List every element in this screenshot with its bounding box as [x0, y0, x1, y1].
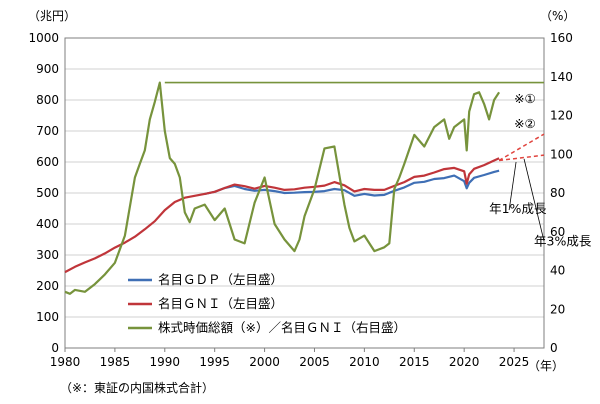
left-tick-label: 900 [36, 62, 59, 76]
market-cap-ratio-series-line [64, 81, 501, 295]
x-tick-label: 1985 [100, 355, 131, 369]
left-tick-label: 0 [51, 341, 59, 355]
annotation-label: 年1%成長 [489, 201, 547, 216]
right-tick-label: 100 [550, 147, 573, 161]
right-tick-label: 60 [550, 225, 565, 239]
footnote: （※：東証の内国株式合計） [60, 380, 214, 395]
annotation-label: ※② [514, 116, 536, 131]
right-tick-label: 160 [550, 31, 573, 45]
annotation-label: ※① [514, 91, 536, 106]
right-tick-label: 40 [550, 264, 565, 278]
annotation-pointer [508, 161, 517, 211]
x-axis-unit-label: （年） [528, 359, 564, 373]
plot-area-frame [64, 37, 545, 349]
projection-1pct-line [499, 154, 545, 162]
right-axis-unit-label: （%） [540, 9, 575, 23]
right-tick-label: 0 [550, 341, 558, 355]
x-tick-label: 2005 [299, 355, 330, 369]
legend: 名目ＧＤＰ（左目盛） 名目ＧＮＩ（左目盛） 株式時価総額（※）／名目ＧＮＩ（右目盛） [128, 272, 406, 335]
annotation-pointer [523, 158, 545, 242]
x-tick-label: 2000 [249, 355, 280, 369]
x-tick-label: 2020 [449, 355, 480, 369]
projection-3pct-line [498, 133, 545, 162]
left-tick-label: 500 [36, 186, 59, 200]
legend-label: 名目ＧＮＩ（左目盛） [158, 296, 283, 311]
left-tick-label: 100 [36, 310, 59, 324]
series-layer [64, 81, 545, 295]
right-tick-label: 80 [550, 186, 565, 200]
axes-layer: 0 100 200 300 400 500 600 700 800 900 1000 0 20 40 60 8… [28, 31, 572, 369]
right-tick-label: 140 [550, 70, 573, 84]
x-tick-label: 1995 [199, 355, 230, 369]
left-tick-label: 400 [36, 217, 59, 231]
annotation-label: 年3%成長 [534, 234, 592, 249]
x-tick-label: 2025 [499, 355, 530, 369]
left-tick-label: 1000 [28, 31, 59, 45]
gdp-series-line [204, 169, 500, 197]
left-tick-label: 300 [36, 248, 59, 262]
x-tick-label: 2015 [399, 355, 430, 369]
left-tick-label: 200 [36, 279, 59, 293]
x-tick-label: 1980 [50, 355, 81, 369]
left-tick-label: 600 [36, 155, 59, 169]
gni-series-line [64, 157, 500, 274]
legend-label: 名目ＧＤＰ（左目盛） [158, 272, 283, 287]
right-tick-label: 120 [550, 109, 573, 123]
right-tick-label: 20 [550, 302, 565, 316]
x-tick-label: 2010 [349, 355, 380, 369]
left-axis-unit-label: （兆円） [28, 9, 76, 23]
x-tick-label: 1990 [150, 355, 181, 369]
left-tick-label: 800 [36, 93, 59, 107]
legend-label: 株式時価総額（※）／名目ＧＮＩ（右目盛） [158, 320, 406, 335]
left-tick-label: 700 [36, 124, 59, 138]
